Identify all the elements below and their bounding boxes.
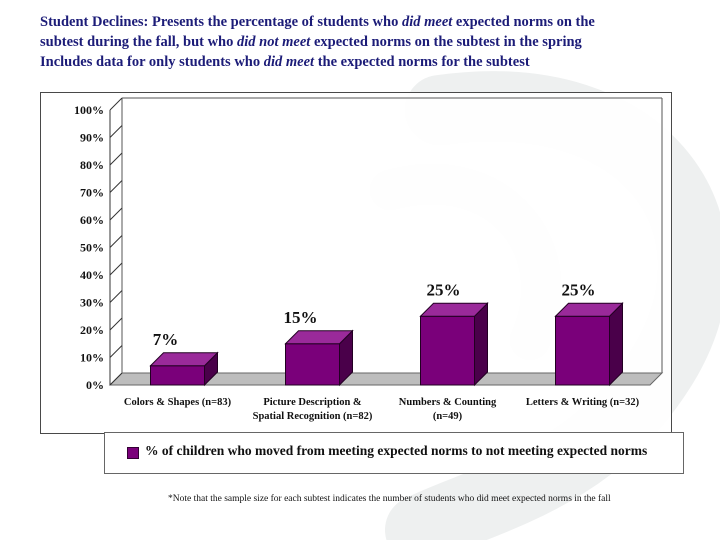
- data-label: 15%: [284, 308, 318, 327]
- y-tick-line: [109, 317, 123, 331]
- footnote: *Note that the sample size for each subt…: [168, 494, 611, 504]
- category-label: Letters & Writing (n=32): [526, 397, 640, 408]
- y-tick-label: 10%: [80, 351, 104, 365]
- bar: [285, 343, 340, 386]
- bar: [555, 315, 610, 386]
- y-tick-label: 80%: [80, 158, 104, 172]
- bar-top: [554, 302, 624, 317]
- y-tick-line: [109, 125, 123, 138]
- category-label: Spatial Recognition (n=82): [253, 411, 373, 422]
- y-tick-label: 90%: [80, 131, 104, 145]
- bar-side: [474, 302, 488, 387]
- category-label: Numbers & Counting: [399, 397, 497, 408]
- bar: [420, 315, 475, 386]
- legend: % of children who moved from meeting exp…: [104, 432, 684, 474]
- y-tick-label: 20%: [80, 323, 104, 337]
- y-tick-line: [109, 235, 123, 248]
- y-tick-label: 70%: [80, 186, 104, 200]
- y-tick-label: 60%: [80, 213, 104, 227]
- y-tick-label: 50%: [80, 241, 104, 255]
- data-label: 25%: [562, 280, 596, 299]
- y-tick-line: [109, 97, 123, 111]
- y-tick-line: [109, 372, 123, 386]
- y-tick-label: 100%: [74, 103, 104, 117]
- y-tick-line: [109, 290, 123, 303]
- y-tick-line: [109, 207, 123, 221]
- bar-top: [149, 352, 219, 367]
- bar-top: [284, 330, 354, 345]
- chart-description: Student Declines: Presents the percentag…: [40, 14, 595, 70]
- data-label: 7%: [153, 330, 179, 349]
- bar: [150, 365, 205, 386]
- legend-label: % of children who moved from meeting exp…: [145, 443, 648, 458]
- y-tick-label: 30%: [80, 296, 104, 310]
- category-label: (n=49): [433, 411, 463, 422]
- y-tick-line: [109, 345, 123, 358]
- y-tick-line: [109, 152, 123, 166]
- bar-top: [419, 302, 489, 317]
- bar-side: [609, 302, 623, 387]
- y-tick-line: [109, 262, 123, 276]
- legend-swatch: [127, 447, 139, 459]
- category-label: Picture Description &: [263, 397, 362, 408]
- bar-chart: 0% 10% 20% 30% 40% 50% 60% 70% 80% 90% 100% 7% Color…: [74, 97, 664, 422]
- category-label: Colors & Shapes (n=83): [124, 397, 232, 408]
- y-tick-label: 40%: [80, 268, 104, 282]
- data-label: 25%: [427, 280, 461, 299]
- y-tick-label: 0%: [86, 378, 104, 392]
- y-tick-line: [109, 180, 123, 193]
